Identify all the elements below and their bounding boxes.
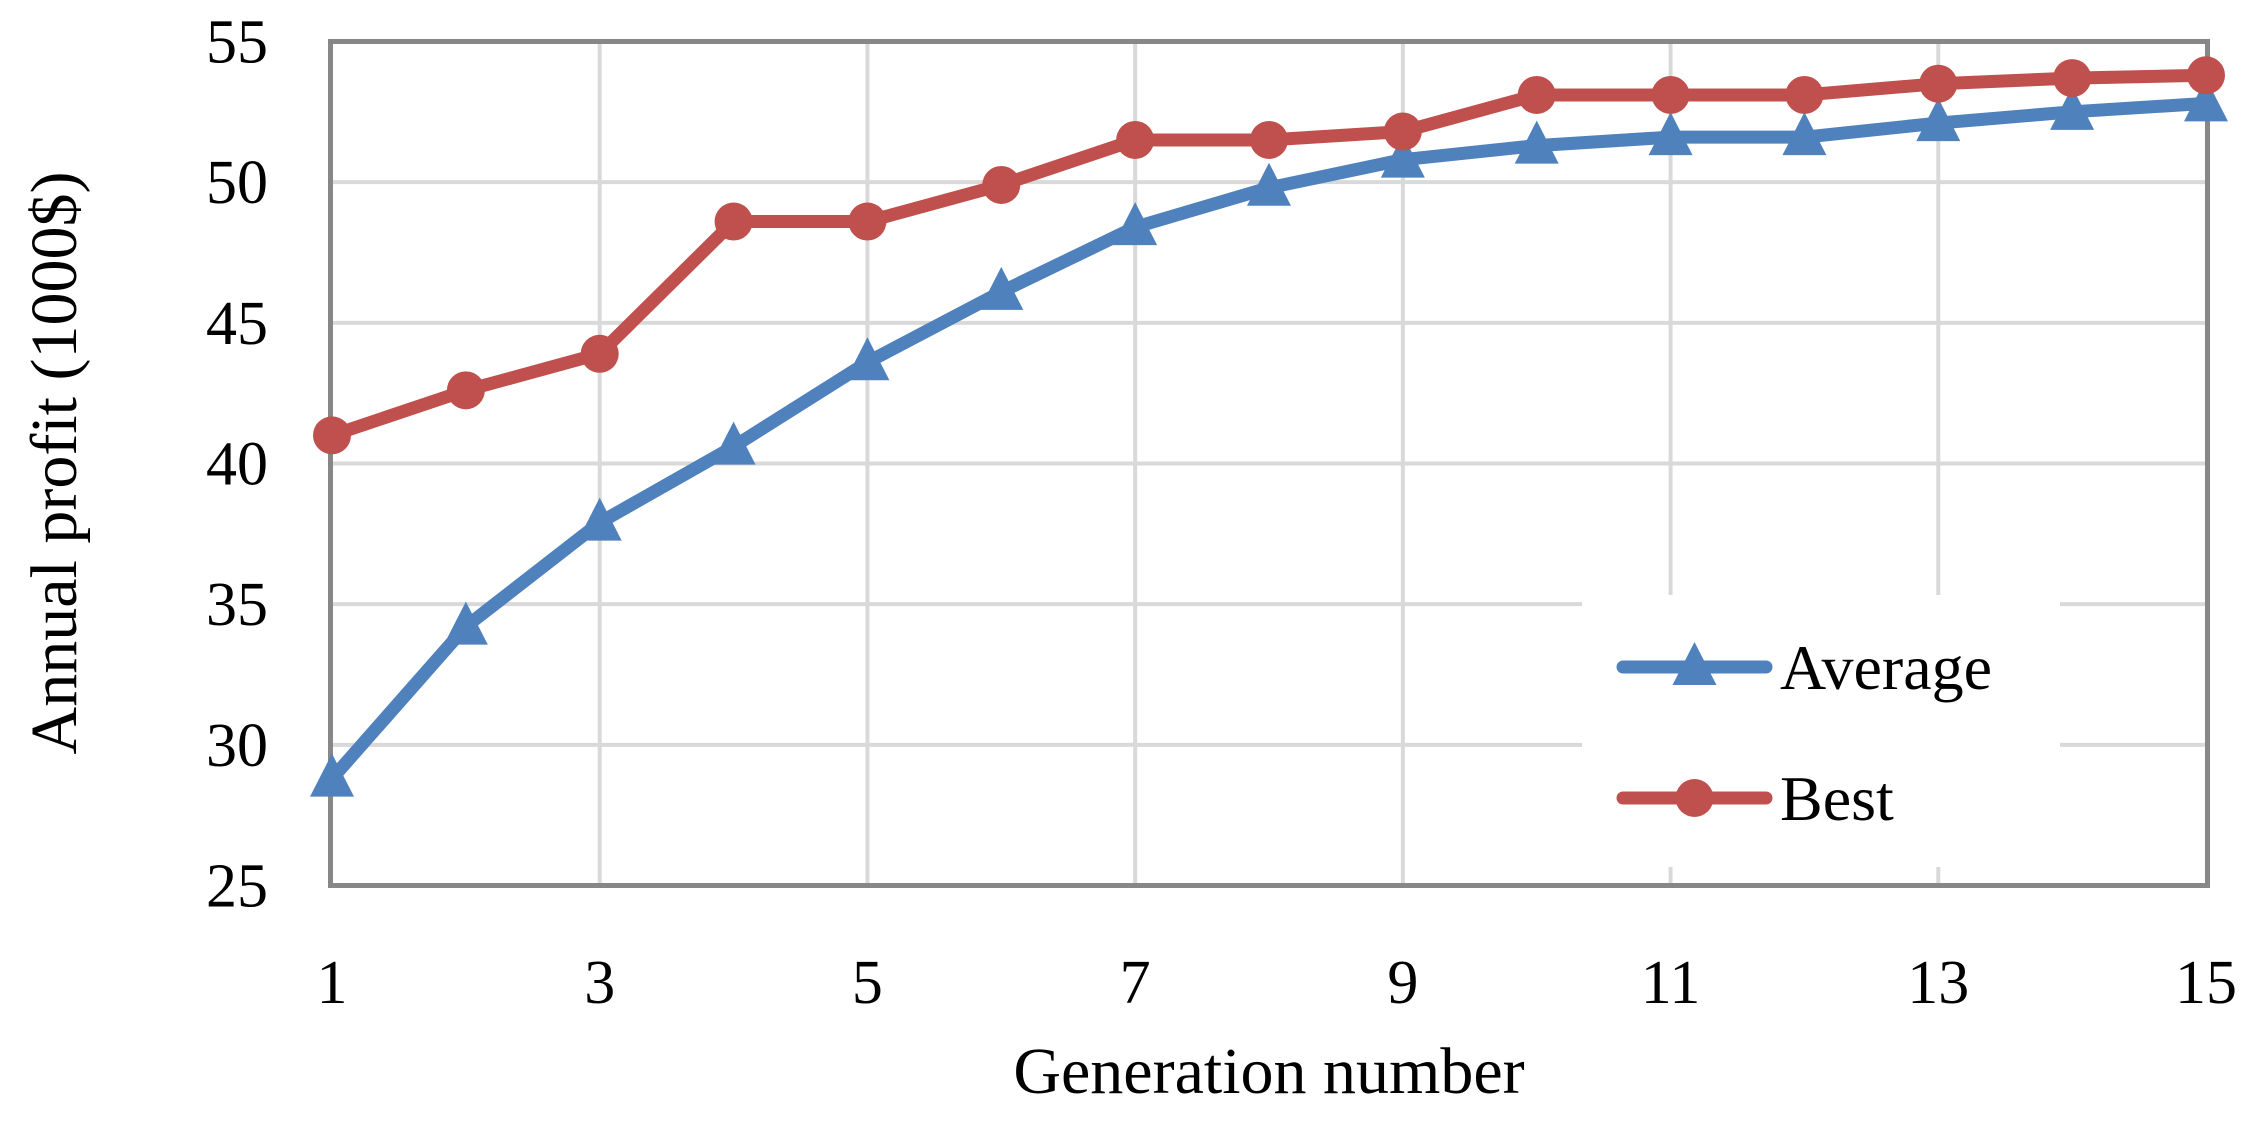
x-tick-label: 1 — [317, 949, 348, 1017]
x-tick-label: 3 — [584, 949, 615, 1017]
x-tick-label: 13 — [1907, 949, 1969, 1017]
legend-marker-average — [1672, 642, 1717, 685]
x-tick-label: 15 — [2175, 949, 2237, 1017]
legend-marker-best — [1675, 779, 1714, 817]
series-layer — [310, 56, 2228, 797]
legend-label-average: Average — [1780, 632, 1992, 703]
x-tick-label: 5 — [852, 949, 883, 1017]
marker-best — [313, 416, 351, 455]
marker-average — [2050, 86, 2095, 130]
marker-average — [711, 421, 756, 465]
marker-average — [845, 337, 890, 381]
marker-best — [1785, 75, 1824, 114]
y-tick-label: 40 — [206, 431, 268, 499]
marker-average — [577, 497, 622, 541]
marker-best — [2053, 59, 2092, 98]
legend-box — [1582, 595, 2060, 867]
marker-best — [982, 165, 1021, 204]
marker-best — [1383, 112, 1422, 151]
plot-border — [328, 39, 2210, 888]
legend-label-best: Best — [1780, 763, 1894, 834]
marker-best — [714, 202, 753, 241]
y-tick-label: 50 — [206, 149, 268, 217]
marker-best — [446, 371, 485, 410]
marker-average — [443, 601, 488, 645]
marker-average — [1648, 112, 1693, 156]
marker-average — [979, 266, 1024, 310]
marker-best — [1250, 120, 1288, 159]
marker-average — [1782, 112, 1827, 156]
marker-average — [1380, 134, 1425, 178]
marker-best — [580, 334, 619, 373]
marker-best — [1116, 120, 1155, 159]
x-tick-label: 7 — [1120, 949, 1151, 1017]
x-tick-label: 9 — [1387, 949, 1418, 1017]
marker-average — [310, 753, 354, 797]
marker-best — [848, 202, 887, 241]
marker-average — [1514, 120, 1559, 164]
marker-average — [1113, 202, 1158, 246]
marker-best — [1651, 75, 1690, 114]
y-axis-title: Annual profit (1000$) — [18, 171, 91, 755]
marker-best — [1919, 64, 1958, 103]
y-tick-label: 45 — [206, 290, 268, 358]
marker-best — [1517, 75, 1556, 114]
marker-average — [1247, 162, 1291, 206]
x-axis-title: Generation number — [1013, 1035, 1525, 1108]
y-tick-label: 25 — [206, 853, 268, 921]
y-tick-label: 55 — [206, 9, 268, 77]
marker-best — [2187, 56, 2225, 95]
x-tick-label: 11 — [1641, 949, 1701, 1017]
y-tick-label: 35 — [206, 571, 268, 639]
marker-average — [1916, 98, 1961, 142]
y-tick-label: 30 — [206, 712, 268, 780]
legend: Average Best — [1582, 595, 2060, 867]
marker-average — [2184, 78, 2228, 122]
plot-border-layer — [328, 39, 2210, 888]
